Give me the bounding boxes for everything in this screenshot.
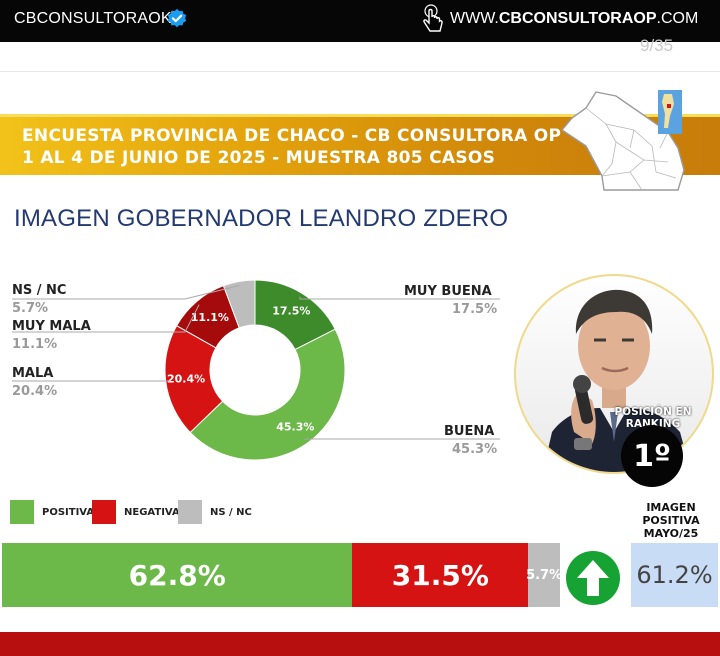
- label-muy-buena: MUY BUENA: [404, 284, 492, 299]
- banner-line-1: ENCUESTA PROVINCIA DE CHACO - CB CONSULT…: [22, 126, 562, 146]
- bar-segment-negativa: 31.5%: [352, 543, 529, 607]
- chart-title: IMAGEN GOBERNADOR LEANDRO ZDERO: [14, 205, 509, 232]
- side-title-line-3: MAYO/25: [643, 527, 699, 540]
- bar-value-negativa: 31.5%: [391, 558, 489, 592]
- donut-value-muy-buena: 17.5%: [272, 305, 310, 318]
- label-mala: MALA: [12, 366, 54, 381]
- donut-slice-nsnc: [222, 279, 256, 329]
- legend-swatch-negativa: [92, 500, 116, 524]
- value-mala: 20.4%: [12, 384, 58, 399]
- bar-value-positiva: 62.8%: [128, 558, 226, 592]
- side-title-line-2: POSITIVA: [642, 514, 700, 527]
- leader-line-muy-mala: [12, 304, 200, 333]
- legend-positiva: POSITIVA: [10, 500, 94, 524]
- label-muy-mala: MUY MALA: [12, 319, 91, 334]
- donut-value-mala: 20.4%: [167, 373, 205, 386]
- legend-label-negativa: NEGATIVA: [124, 506, 180, 518]
- stacked-bar: 62.8% 31.5% 5.7%: [2, 543, 563, 607]
- bar-segment-nsnc: 5.7%: [526, 543, 563, 607]
- bar-value-nsnc: 5.7%: [526, 567, 563, 583]
- site-suffix: .COM: [656, 10, 699, 27]
- chaco-map-icon: [560, 90, 685, 191]
- legend-nsnc: NS / NC: [178, 500, 252, 524]
- legend-negativa: NEGATIVA: [92, 500, 180, 524]
- site-prefix: WWW.: [450, 10, 499, 27]
- governor-portrait: [514, 274, 714, 474]
- ranking-position: 1º: [621, 425, 683, 487]
- value-muy-mala: 11.1%: [12, 337, 58, 352]
- pointer-hand-icon: [423, 4, 443, 32]
- banner-line-2: 1 AL 4 DE JUNIO DE 2025 - MUESTRA 805 CA…: [22, 148, 496, 168]
- donut-chart: 17.5% 45.3% 20.4% 11.1%: [12, 279, 500, 461]
- label-nsnc: NS / NC: [12, 283, 67, 298]
- label-buena: BUENA: [444, 424, 495, 439]
- previous-positive-value: 61.2%: [631, 543, 718, 607]
- divider: [0, 71, 720, 72]
- site-name: CBCONSULTORAOP: [498, 10, 657, 27]
- top-bar: CBCONSULTORAOK WWW.CBCONSULTORAOP.COM: [0, 0, 720, 42]
- donut-value-buena: 45.3%: [276, 421, 314, 434]
- legend-swatch-nsnc: [178, 500, 202, 524]
- side-title-line-1: IMAGEN: [646, 501, 696, 514]
- legend-label-nsnc: NS / NC: [210, 506, 252, 518]
- value-buena: 45.3%: [452, 442, 498, 457]
- legend-label-positiva: POSITIVA: [42, 506, 95, 518]
- bottom-band: [0, 632, 720, 656]
- page-number: 9/35: [640, 36, 674, 55]
- donut-slice-buena: [189, 328, 346, 461]
- leader-line-nsnc: [12, 284, 240, 300]
- previous-image-title: IMAGEN POSITIVA MAYO/25: [628, 501, 714, 540]
- value-nsnc: 5.7%: [12, 301, 49, 316]
- legend-swatch-positiva: [10, 500, 34, 524]
- donut-value-muy-mala: 11.1%: [191, 311, 229, 324]
- account-handle[interactable]: CBCONSULTORAOK: [14, 10, 172, 27]
- verified-badge-icon: [167, 8, 187, 28]
- leader-line-muy-buena: [299, 296, 500, 300]
- website-link[interactable]: WWW.CBCONSULTORAOP.COM: [450, 10, 698, 28]
- leader-line-buena: [304, 438, 500, 441]
- value-muy-buena: 17.5%: [452, 302, 498, 317]
- arrow-up-icon: [566, 551, 620, 605]
- bar-segment-positiva: 62.8%: [2, 543, 353, 607]
